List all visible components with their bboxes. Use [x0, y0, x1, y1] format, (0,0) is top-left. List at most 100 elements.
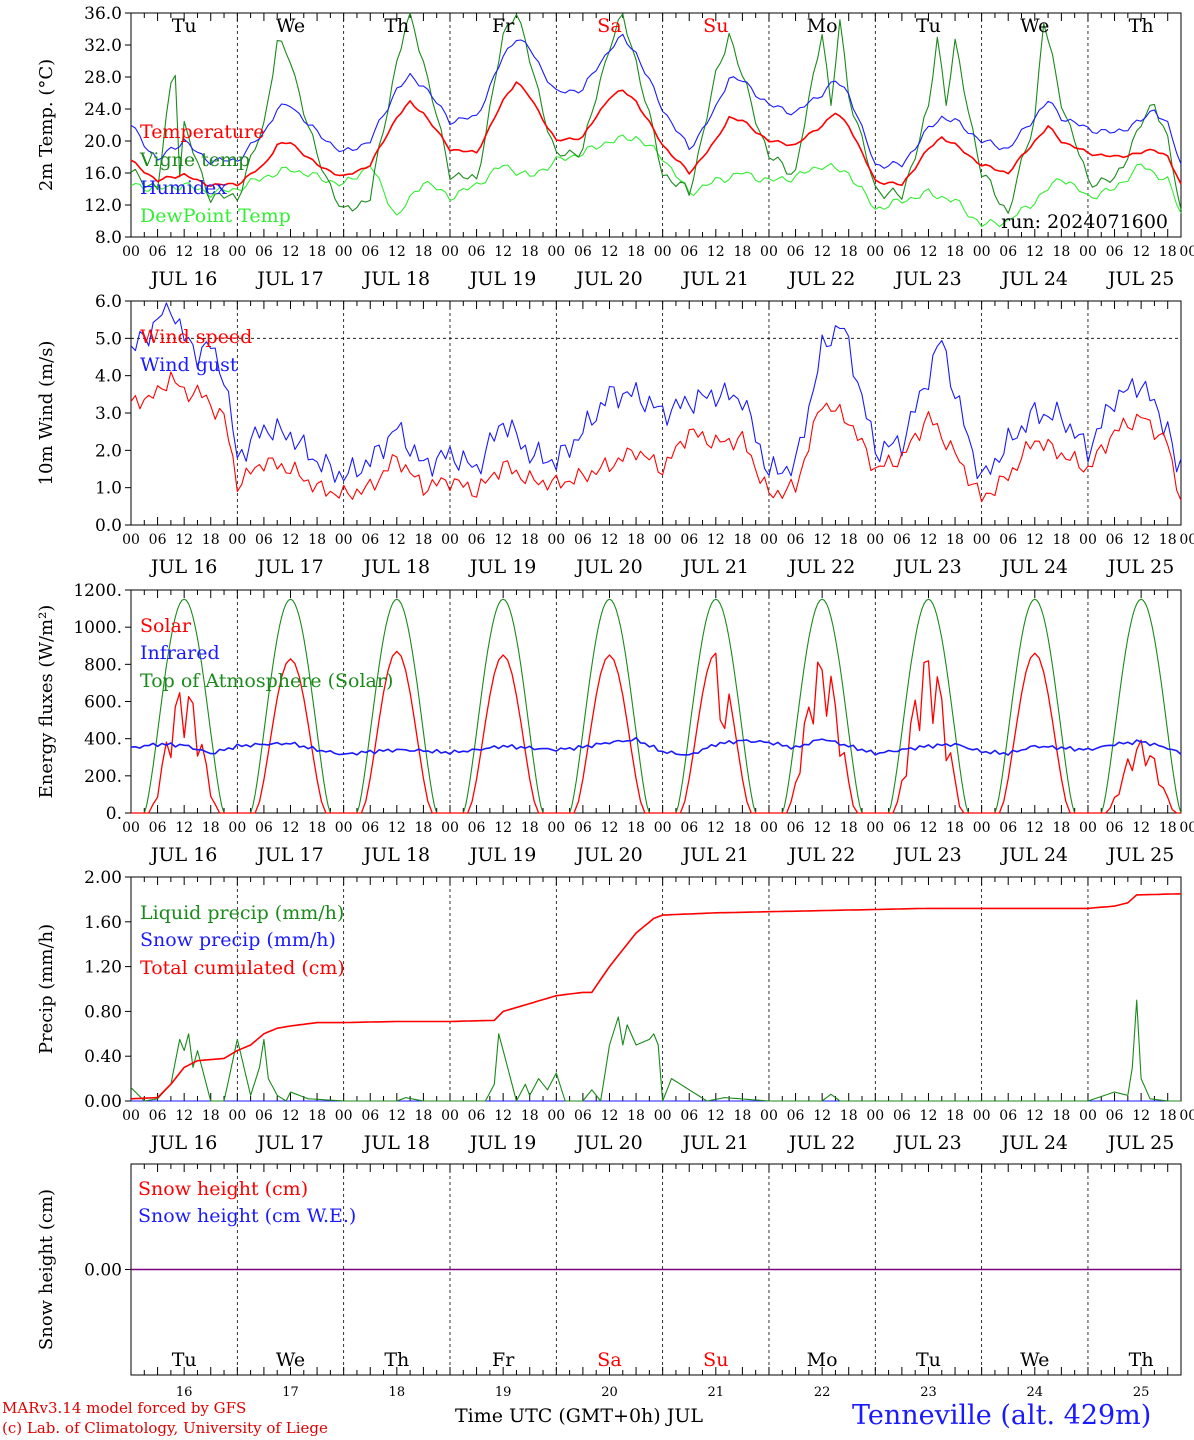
- date-label: JUL 20: [574, 268, 642, 290]
- hour-label: 18: [202, 532, 220, 548]
- y-axis-label: Snow height (cm): [36, 1189, 57, 1350]
- hour-label: 12: [494, 1108, 512, 1124]
- hour-label: 18: [202, 244, 220, 260]
- hour-label: 00: [973, 1108, 991, 1124]
- hour-label: 18: [308, 1108, 326, 1124]
- hour-label: 00: [547, 244, 565, 260]
- hour-label: 18: [308, 244, 326, 260]
- hour-label: 00: [547, 820, 565, 836]
- y-tick-label: 32.0: [84, 36, 122, 56]
- hour-label: 18: [1052, 244, 1070, 260]
- run-label: run: 2024071600: [1001, 211, 1168, 233]
- day-number-label: 21: [708, 1385, 725, 1400]
- y-tick-label: 4.0: [95, 367, 122, 387]
- hour-label: 12: [175, 244, 193, 260]
- hour-label: 18: [733, 244, 751, 260]
- hour-label: 06: [149, 1108, 167, 1124]
- date-label: JUL 20: [574, 556, 642, 578]
- hour-label: 06: [574, 244, 592, 260]
- hour-label: 18: [627, 532, 645, 548]
- y-tick-label: 1.60: [84, 913, 122, 933]
- plot-frame: [130, 12, 1182, 238]
- hour-label: 00: [1179, 244, 1194, 260]
- legend-entry: Snow height (cm): [138, 1178, 308, 1200]
- hour-label: 12: [601, 820, 619, 836]
- day-number-label: 23: [920, 1385, 937, 1400]
- legend-entry: Temperature: [140, 121, 264, 143]
- y-tick-label: 2.00: [84, 868, 122, 888]
- y-tick-label: 400.: [84, 730, 122, 750]
- hour-label: 00: [654, 1108, 672, 1124]
- hour-label: 06: [574, 1108, 592, 1124]
- hour-label: 00: [1079, 244, 1097, 260]
- date-label: JUL 17: [255, 556, 323, 578]
- hour-label: 06: [999, 820, 1017, 836]
- panel-3: 0. 200. 400. 600. 800. 1000. 1200. Energy fluxe…: [36, 581, 1194, 866]
- hour-label: 00: [1179, 1108, 1194, 1124]
- hour-label: 00: [547, 532, 565, 548]
- hour-label: 00: [866, 1108, 884, 1124]
- hour-label: 12: [1026, 532, 1044, 548]
- y-tick-label: 6.0: [95, 292, 122, 312]
- plot-frame: [130, 589, 1182, 814]
- hour-label: 12: [1132, 244, 1150, 260]
- date-label: JUL 18: [362, 844, 430, 866]
- hour-label: 06: [255, 820, 273, 836]
- hour-label: 00: [973, 532, 991, 548]
- date-label: JUL 16: [149, 268, 217, 290]
- hour-label: 06: [893, 532, 911, 548]
- weekday-label: We: [1020, 1349, 1049, 1371]
- hour-label: 18: [1159, 532, 1177, 548]
- weekday-label: We: [1020, 15, 1049, 37]
- date-label: JUL 25: [1106, 1132, 1174, 1154]
- hour-label: 18: [627, 1108, 645, 1124]
- date-label: JUL 23: [893, 556, 961, 578]
- hour-label: 00: [547, 1108, 565, 1124]
- y-tick-label: 12.0: [84, 196, 122, 216]
- hour-label: 12: [920, 1108, 938, 1124]
- hour-label: 12: [282, 1108, 300, 1124]
- hour-label: 00: [654, 532, 672, 548]
- hour-label: 12: [601, 1108, 619, 1124]
- hour-label: 18: [521, 1108, 539, 1124]
- hour-label: 18: [840, 532, 858, 548]
- hour-label: 12: [601, 532, 619, 548]
- wind-speed-line: [130, 371, 1182, 503]
- hour-label: 12: [601, 244, 619, 260]
- date-label: JUL 22: [787, 844, 855, 866]
- hour-label: 18: [946, 532, 964, 548]
- hour-label: 12: [175, 532, 193, 548]
- hour-label: 00: [335, 532, 353, 548]
- y-axis-label: Energy fluxes (W/m²): [36, 605, 57, 799]
- weekday-label: Tu: [916, 1349, 941, 1371]
- weekday-label: Mo: [807, 1349, 838, 1371]
- hour-label: 18: [946, 1108, 964, 1124]
- hour-label: 12: [1132, 1108, 1150, 1124]
- hour-label: 18: [1052, 1108, 1070, 1124]
- date-label: JUL 20: [574, 844, 642, 866]
- weekday-label: Th: [1129, 15, 1154, 37]
- hour-label: 00: [228, 244, 246, 260]
- hour-label: 00: [441, 532, 459, 548]
- hour-label: 00: [866, 820, 884, 836]
- date-label: JUL 18: [362, 268, 430, 290]
- hour-label: 00: [1179, 820, 1194, 836]
- hour-label: 12: [707, 1108, 725, 1124]
- plot-frame: [130, 300, 1182, 526]
- hour-label: 06: [1106, 532, 1124, 548]
- hour-label: 18: [1159, 1108, 1177, 1124]
- hour-label: 12: [813, 244, 831, 260]
- hour-label: 06: [787, 1108, 805, 1124]
- hour-label: 12: [388, 820, 406, 836]
- hour-label: 18: [308, 820, 326, 836]
- hour-label: 12: [388, 244, 406, 260]
- hour-label: 06: [893, 1108, 911, 1124]
- hour-label: 00: [866, 532, 884, 548]
- hour-label: 18: [840, 820, 858, 836]
- vigne-temp-line: [130, 12, 1182, 214]
- weekday-label: Th: [384, 15, 409, 37]
- station-label: Tenneville (alt. 429m): [852, 1400, 1152, 1431]
- hour-label: 00: [335, 244, 353, 260]
- legend-entry: Snow precip (mm/h): [140, 929, 336, 951]
- temperature-line: [130, 81, 1182, 187]
